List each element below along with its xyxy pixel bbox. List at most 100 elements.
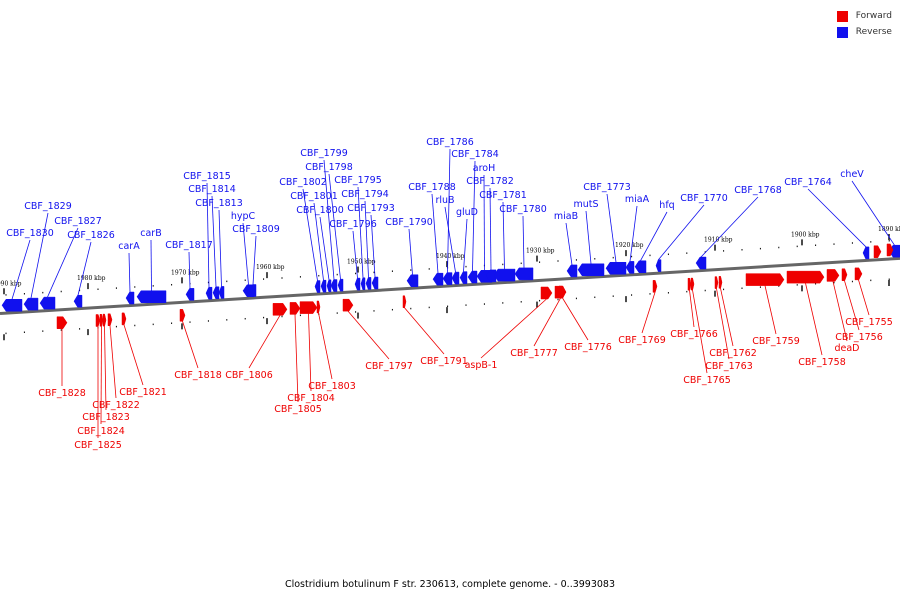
gene-leader-line (489, 187, 492, 270)
kbp-tick-label: 1990 kbp (0, 280, 22, 287)
gene-arrow (514, 267, 534, 281)
gene-leader-line (764, 285, 777, 335)
gene-leader-line (370, 214, 376, 278)
gene-label: CBF_1824 (77, 426, 125, 437)
gene-label: carB (140, 228, 161, 239)
gene-label: CBF_1756 (835, 332, 883, 343)
gene-arrow (690, 277, 695, 291)
gene-label: CBF_1798 (305, 162, 353, 173)
gene-arrow (212, 286, 220, 300)
gene-label: CBF_1780 (499, 204, 547, 215)
gene-leader-line (211, 195, 217, 287)
gene-leader-line (483, 174, 485, 271)
gene-arrow (841, 268, 848, 281)
kbp-tick-label: 1900 kbp (791, 231, 820, 238)
genome-caption: Clostridium botulinum F str. 230613, com… (284, 579, 616, 590)
gene-leader-line (319, 216, 330, 280)
gene-arrow (718, 276, 723, 289)
gene-arrow (337, 278, 344, 292)
gene-arrow (39, 296, 56, 310)
gene-leader-line (522, 215, 525, 268)
gene-arrow (605, 261, 627, 275)
gene-leader-line (347, 310, 390, 360)
gene-label: mutS (573, 199, 598, 210)
gene-label: CBF_1823 (82, 412, 130, 423)
gene-label: CBF_1791 (420, 356, 468, 367)
gene-label: CBF_1827 (54, 216, 102, 227)
gene-arrow (179, 309, 186, 322)
gene-label: CBF_1786 (426, 137, 474, 148)
gene-arrow (1, 299, 23, 312)
legend-reverse[interactable]: Reverse (836, 25, 892, 39)
gene-label: CBF_1768 (734, 185, 782, 196)
forward-swatch (836, 10, 848, 22)
gene-leader-line (585, 210, 592, 264)
gene-label: CBF_1809 (232, 224, 280, 235)
gene-label: cheV (840, 169, 864, 180)
gene-leader-line (352, 230, 358, 279)
gene-leader-line (30, 212, 49, 299)
gene-label: CBF_1765 (683, 375, 731, 386)
gene-leader-line (100, 326, 102, 425)
gene-label: CBF_1795 (334, 175, 382, 186)
gene-label: CBF_1796 (329, 219, 377, 230)
gene-arrow (714, 276, 719, 289)
gene-leader-line (472, 160, 476, 272)
gene-leader-line (150, 239, 152, 291)
gene-leader-line (844, 280, 860, 331)
gene-arrow (326, 279, 332, 293)
gene-label: CBF_1763 (705, 361, 753, 372)
gene-arrow (625, 261, 635, 274)
gene-arrow (320, 279, 327, 293)
gene-label: CBF_1800 (296, 205, 344, 216)
gene-leader-line (252, 235, 257, 285)
gene-label: CBF_1759 (752, 336, 800, 347)
gene-leader-line (629, 205, 638, 262)
gene-label: CBF_1822 (92, 400, 140, 411)
gene-leader-line (692, 289, 708, 374)
legend-forward[interactable]: Forward (836, 9, 892, 23)
gene-arrow (634, 260, 647, 273)
kbp-tick-label: 1950 kbp (347, 259, 376, 266)
gene-leader-line (123, 324, 144, 386)
gene-arrow (786, 270, 825, 284)
gene-arrow (540, 286, 553, 300)
gene-arrow (316, 300, 321, 314)
gene-arrow (451, 271, 460, 285)
gene-label: CBF_1805 (274, 404, 322, 415)
gene-leader-line (218, 209, 222, 287)
gene-leader-line (658, 204, 705, 260)
gene-label: CBF_1770 (680, 193, 728, 204)
gene-arrow (360, 277, 366, 290)
gene-arrow (99, 314, 104, 327)
gene-label: CBF_1776 (564, 342, 612, 353)
gene-leader-line (562, 297, 589, 341)
kbp-tick-label: 1960 kbp (256, 264, 285, 271)
gene-arrow (854, 267, 863, 281)
gene-leader-line (302, 188, 318, 281)
gene-leader-line (533, 297, 561, 347)
gene-arrow (354, 277, 361, 291)
gene-arrow (566, 264, 578, 278)
gene-leader-line (318, 312, 333, 380)
gene-label: CBF_1764 (784, 177, 832, 188)
gene-arrow (432, 272, 444, 286)
gene-arrow (873, 245, 882, 258)
gene-label: CBF_1815 (183, 171, 231, 182)
gene-leader-line (716, 288, 730, 360)
gene-label: CBF_1804 (287, 393, 335, 404)
gene-label: CBF_1797 (365, 361, 413, 372)
gene-arrow (56, 316, 68, 329)
gene-label: CBF_1782 (466, 176, 514, 187)
kbp-tick-label: 1920 kbp (615, 242, 644, 249)
legend-forward-label: Forward (855, 11, 892, 21)
gene-label: CBF_1806 (225, 370, 273, 381)
gene-arrow (299, 301, 318, 314)
gene-arrow (365, 277, 372, 290)
gene-label: CBF_1813 (195, 198, 243, 209)
gene-arrow (73, 294, 83, 308)
gene-arrow (272, 303, 288, 316)
gene-label: CBF_1777 (510, 348, 558, 359)
